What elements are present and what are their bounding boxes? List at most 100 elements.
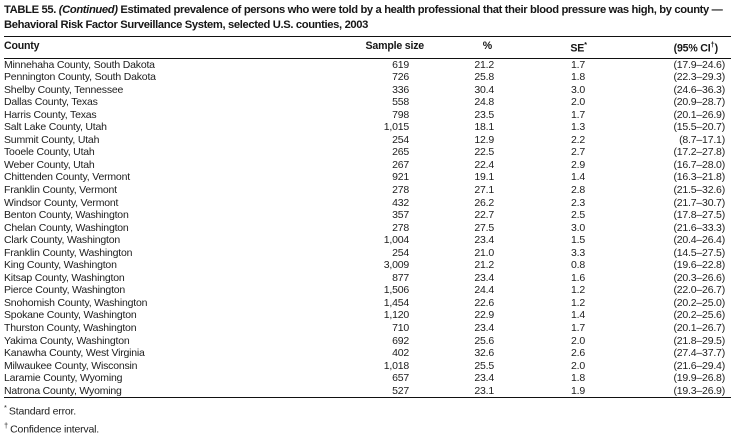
cell-county: Spokane County, Washington (4, 309, 137, 322)
cell-county: Benton County, Washington (4, 209, 129, 222)
cell-ci: (20.4–26.4) (673, 234, 725, 247)
cell-ci: (20.1–26.9) (673, 108, 725, 121)
cell-se: 1.3 (571, 121, 585, 134)
cell-county: Natrona County, Wyoming (4, 384, 122, 397)
cell-county: Snohomish County, Washington (4, 296, 148, 309)
cell-ci: (21.6–33.3) (673, 221, 725, 234)
cell-ci: (21.5–32.6) (673, 184, 725, 196)
cell-sample_size: 921 (392, 171, 409, 184)
cell-sample_size: 278 (392, 221, 409, 234)
cell-percent: 22.7 (474, 209, 494, 222)
cell-se: 2.0 (571, 334, 585, 347)
cell-ci: (17.8–27.5) (673, 209, 725, 222)
cell-se: 1.8 (571, 71, 585, 84)
header-standard-error: SE* (495, 37, 588, 59)
cell-percent: 21.0 (474, 246, 494, 259)
footnotes: * Standard error. † Confidence interval. (4, 401, 731, 437)
cell-se: 2.0 (571, 96, 585, 109)
cell-county: Chittenden County, Vermont (4, 171, 130, 184)
cell-county: Pennington County, South Dakota (4, 71, 156, 84)
cell-sample_size: 558 (392, 96, 409, 109)
cell-percent: 22.4 (474, 158, 494, 171)
cell-percent: 22.9 (474, 309, 494, 322)
table-row: Dallas County, Texas 558 24.8 2.0 (20.9–28.7… (4, 96, 731, 109)
table-row: Chittenden County, Vermont 921 19.1 1.4 (16.… (4, 171, 731, 184)
cell-ci: (14.5–27.5) (673, 246, 725, 259)
table-row: Pierce County, Washington 1,506 24.4 1.2 (22… (4, 284, 731, 297)
cell-sample_size: 657 (392, 372, 409, 385)
cell-sample_size: 877 (392, 271, 409, 284)
cell-sample_size: 402 (392, 347, 409, 360)
cell-ci: (19.3–26.9) (673, 384, 725, 397)
cell-ci: (20.2–25.0) (673, 296, 725, 309)
cell-ci: (20.1–26.7) (673, 322, 725, 335)
cell-percent: 18.1 (474, 121, 494, 134)
table-row: Minnehaha County, South Dakota 619 21.2 1.7… (4, 58, 731, 71)
cell-county: Windsor County, Vermont (4, 196, 119, 209)
cell-percent: 23.4 (474, 372, 494, 385)
cell-percent: 25.8 (474, 71, 494, 84)
cell-sample_size: 1,015 (383, 121, 409, 134)
table-body: Minnehaha County, South Dakota 619 21.2 1.7… (4, 58, 731, 398)
cell-se: 2.0 (571, 359, 585, 372)
cell-se: 1.2 (571, 284, 585, 297)
table-row: King County, Washington 3,009 21.2 0.8 (19.6… (4, 259, 731, 272)
cell-ci: (22.0–26.7) (673, 284, 725, 297)
table-row: Laramie County, Wyoming 657 23.4 1.8 (19.9–2… (4, 372, 731, 385)
asterisk-marker: * (4, 403, 7, 413)
cell-se: 1.4 (571, 171, 585, 184)
cell-ci: (20.9–28.7) (673, 96, 725, 109)
cell-sample_size: 798 (392, 108, 409, 121)
cell-percent: 27.5 (474, 221, 494, 234)
cell-se: 2.3 (571, 196, 585, 209)
cell-sample_size: 254 (392, 133, 409, 146)
table-row: Clark County, Washington 1,004 23.4 1.5 (20.… (4, 234, 731, 247)
table-row: Snohomish County, Washington 1,454 22.6 1.2… (4, 297, 731, 310)
cell-percent: 32.6 (474, 347, 494, 360)
cell-ci: (21.8–29.5) (673, 334, 725, 347)
table-continued-label: (Continued) (58, 4, 118, 16)
cell-sample_size: 1,018 (383, 359, 409, 372)
cell-ci: (16.3–21.8) (673, 171, 725, 184)
cell-percent: 24.4 (474, 284, 494, 297)
dagger-marker: † (4, 421, 9, 431)
header-se-footnote-marker: * (584, 40, 587, 49)
cell-county: Chelan County, Washington (4, 221, 129, 234)
cell-percent: 23.4 (474, 271, 494, 284)
cell-percent: 30.4 (474, 83, 494, 96)
table-row: Benton County, Washington 357 22.7 2.5 (17.8… (4, 209, 731, 222)
cell-percent: 23.4 (474, 322, 494, 335)
table-row: Harris County, Texas 798 23.5 1.7 (20.1–26.9… (4, 109, 731, 122)
cell-se: 3.0 (571, 221, 585, 234)
cell-county: Minnehaha County, South Dakota (4, 58, 155, 71)
cell-se: 2.5 (571, 209, 585, 222)
cell-county: Milwaukee County, Wisconsin (4, 359, 138, 372)
table-row: Yakima County, Washington 692 25.6 2.0 (21.8… (4, 335, 731, 348)
table-row: Salt Lake County, Utah 1,015 18.1 1.3 (15.5–… (4, 121, 731, 134)
cell-sample_size: 527 (392, 384, 409, 397)
cell-se: 1.6 (571, 271, 585, 284)
cell-ci: (19.6–22.8) (673, 259, 725, 272)
cell-county: Pierce County, Washington (4, 284, 126, 297)
table-row: Thurston County, Washington 710 23.4 1.7 (20… (4, 322, 731, 335)
header-county: County (4, 40, 40, 53)
cell-percent: 23.1 (474, 384, 494, 397)
table-row: Pennington County, South Dakota 726 25.8 1.… (4, 71, 731, 84)
cell-percent: 21.2 (474, 58, 494, 71)
cell-ci: (21.6–29.4) (673, 359, 725, 372)
cell-sample_size: 1,004 (383, 234, 409, 247)
cell-ci: (20.3–26.6) (673, 271, 725, 284)
cell-sample_size: 432 (392, 196, 409, 209)
table-row: Tooele County, Utah 265 22.5 2.7 (17.2–27.8) (4, 146, 731, 159)
cell-percent: 25.5 (474, 359, 494, 372)
cell-sample_size: 3,009 (383, 259, 409, 272)
table-row: Kanawha County, West Virginia 402 32.6 2.6 (… (4, 347, 731, 360)
table-row: Shelby County, Tennessee 336 30.4 3.0 (24.6–… (4, 84, 731, 97)
cell-sample_size: 619 (392, 58, 409, 71)
cell-se: 3.3 (571, 246, 585, 259)
cell-percent: 25.6 (474, 334, 494, 347)
cell-percent: 21.2 (474, 259, 494, 272)
cell-percent: 23.5 (474, 108, 494, 121)
header-ci-footnote-marker: † (710, 40, 715, 49)
